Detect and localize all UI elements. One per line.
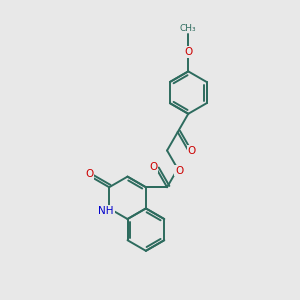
Text: NH: NH [98,206,114,216]
Text: O: O [188,146,196,155]
Text: O: O [149,162,158,172]
Text: O: O [184,47,192,57]
Text: O: O [85,169,93,179]
Text: CH₃: CH₃ [180,24,196,33]
Text: O: O [175,166,184,176]
